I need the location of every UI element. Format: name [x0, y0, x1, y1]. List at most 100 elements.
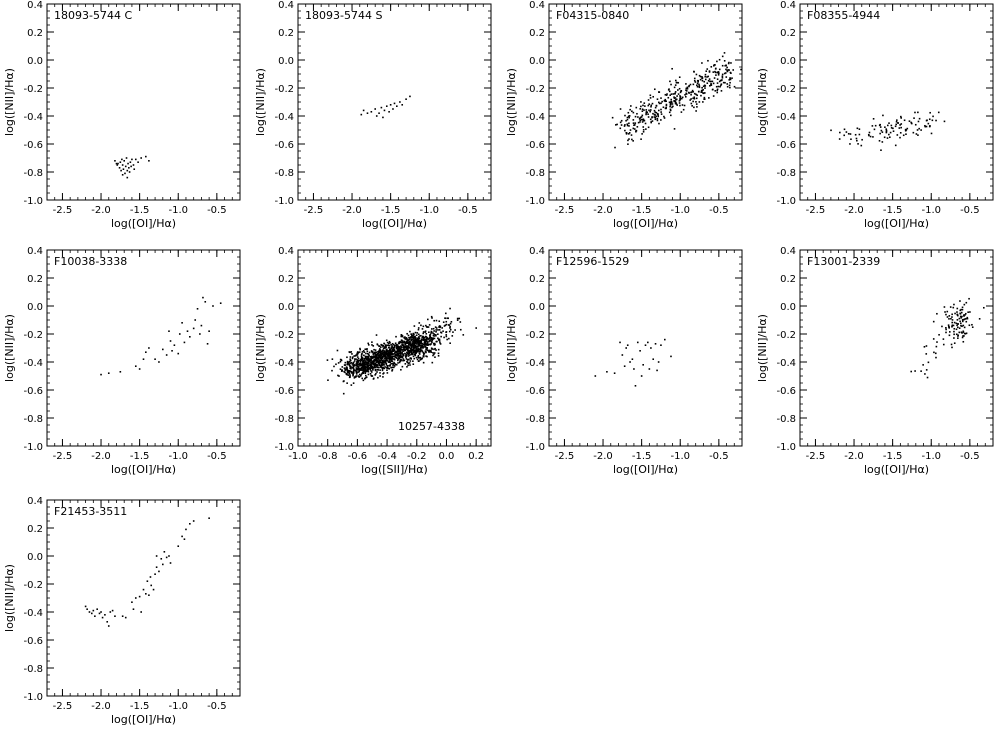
data-point	[363, 367, 366, 369]
data-point	[349, 367, 351, 370]
data-point	[412, 346, 415, 348]
data-point	[406, 332, 408, 335]
data-point	[642, 128, 645, 131]
data-point	[386, 341, 389, 344]
data-point	[375, 115, 378, 117]
data-point	[419, 335, 421, 337]
data-point	[424, 331, 427, 333]
data-point	[428, 337, 431, 339]
data-point	[679, 97, 681, 100]
data-point	[647, 341, 649, 344]
data-point	[394, 342, 397, 345]
data-point	[656, 369, 658, 372]
data-point	[395, 335, 397, 338]
data-point	[439, 325, 442, 328]
data-point	[884, 126, 886, 128]
data-point	[380, 354, 383, 357]
data-point	[355, 363, 357, 366]
data-point	[437, 337, 439, 340]
x-tick-label: -1.0	[419, 205, 439, 216]
data-point	[899, 136, 901, 139]
data-point	[366, 348, 368, 351]
data-point	[412, 334, 414, 337]
data-point	[357, 352, 359, 355]
data-point	[376, 354, 379, 356]
data-point	[346, 356, 348, 359]
y-axis-label: log([NII]/Hα)	[756, 68, 769, 136]
data-point	[403, 359, 406, 362]
data-point	[333, 365, 335, 368]
data-point	[356, 359, 359, 361]
data-point	[383, 354, 385, 357]
data-point	[636, 126, 639, 128]
data-point	[394, 356, 397, 359]
data-point	[364, 377, 367, 379]
data-point	[718, 80, 721, 83]
data-point	[620, 124, 623, 126]
data-point	[367, 353, 370, 356]
plot-frame	[548, 249, 743, 447]
data-point	[677, 89, 679, 91]
data-point	[628, 115, 631, 117]
data-point	[424, 342, 426, 345]
data-point	[629, 361, 631, 363]
data-point	[929, 111, 931, 114]
y-tick-label: 0.0	[780, 302, 796, 313]
data-point	[406, 351, 408, 354]
data-point	[384, 366, 386, 368]
data-point	[946, 316, 949, 318]
data-point	[462, 334, 465, 336]
data-point	[380, 353, 382, 355]
data-point	[378, 355, 381, 357]
data-point	[401, 344, 404, 347]
data-point	[691, 105, 693, 107]
y-tick-label: -1.0	[525, 442, 545, 453]
data-point	[971, 326, 974, 328]
data-point	[418, 345, 420, 347]
data-point	[664, 100, 667, 103]
data-point	[399, 348, 401, 351]
data-point	[716, 82, 719, 84]
data-point	[126, 169, 129, 172]
data-point	[402, 354, 405, 357]
data-point	[177, 352, 180, 355]
data-point	[647, 116, 650, 118]
data-point	[361, 351, 364, 353]
data-point	[400, 353, 402, 356]
data-point	[726, 70, 729, 73]
data-point	[415, 356, 418, 359]
data-point	[393, 350, 396, 352]
data-point	[409, 330, 411, 333]
data-point	[362, 109, 365, 112]
data-point	[433, 333, 435, 335]
data-point	[366, 358, 368, 360]
data-point	[667, 96, 670, 99]
data-point	[417, 350, 419, 353]
data-point	[425, 355, 427, 357]
data-point	[690, 91, 693, 93]
data-point	[114, 615, 116, 617]
y-tick-label: -0.8	[23, 168, 43, 179]
data-point	[664, 93, 667, 96]
data-point	[354, 355, 357, 357]
data-point	[407, 364, 409, 367]
data-point	[392, 108, 394, 110]
data-point	[856, 139, 858, 142]
data-point	[714, 70, 716, 73]
data-point	[928, 118, 931, 121]
data-point	[682, 108, 685, 111]
data-point	[407, 349, 409, 352]
data-point	[383, 347, 386, 349]
data-point	[965, 320, 968, 323]
data-point	[388, 360, 390, 362]
data-point	[185, 528, 187, 531]
data-point	[634, 115, 637, 118]
y-tick-label: 0.0	[27, 552, 43, 563]
data-point	[644, 105, 646, 107]
data-point	[944, 311, 946, 313]
data-point	[456, 317, 459, 320]
data-point	[441, 327, 443, 329]
data-point	[422, 331, 425, 333]
data-point	[356, 361, 359, 364]
y-tick-label: 0.2	[278, 274, 294, 285]
